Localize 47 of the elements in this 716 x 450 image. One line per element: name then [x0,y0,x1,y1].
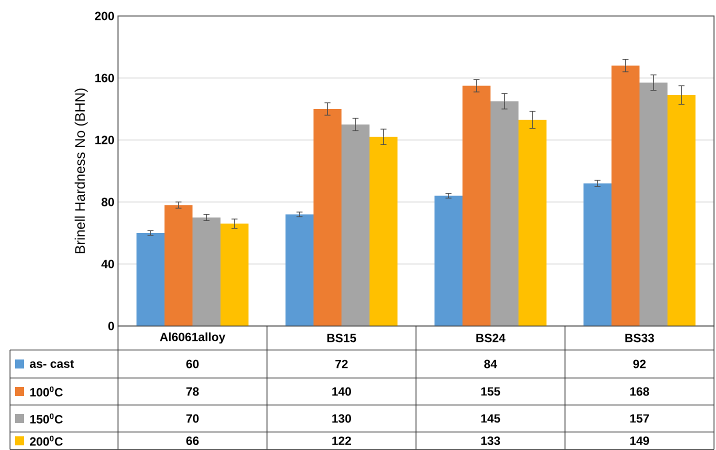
y-tick-label: 80 [102,198,114,206]
legend-label: 200$^{0}$C [30,436,63,446]
bar [314,108,342,326]
data-label: 140 [332,387,351,396]
y-tick-label: 120 [95,136,114,144]
bar [518,120,547,326]
bar [640,82,668,326]
data-label: 168 [630,387,650,396]
bar [342,124,370,326]
data-label: 157 [630,414,649,423]
data-label: 66 [186,436,199,445]
data-label: 92 [633,360,646,368]
y-tick-label: 40 [101,260,114,268]
data-label: 133 [481,436,500,445]
bar [434,196,463,326]
bar [668,95,696,326]
x-tick-label: BS15 [327,334,356,342]
bar [490,101,519,326]
data-label: 145 [481,414,500,423]
legend-label: 100$^{0}$C [30,386,63,396]
y-axis-title: Brinell Hardness No (BHN) [74,88,88,254]
data-label: 78 [186,387,199,396]
bar [612,66,640,326]
data-label: 155 [481,387,500,396]
data-label: 84 [484,360,498,368]
bar [164,205,193,326]
data-label: 72 [335,360,348,368]
bar [220,224,249,326]
bar [584,183,612,326]
bar [192,217,221,326]
legend-label: as- cast [30,360,74,368]
y-tick-label: 0 [108,322,114,330]
y-tick-label: 200 [94,12,114,20]
data-label: 60 [186,360,199,368]
bar [462,86,491,326]
x-tick-label: BS24 [476,334,506,342]
data-label: 149 [630,436,650,445]
data-label: 122 [332,436,351,445]
bar [370,136,398,326]
legend-label: 150$^{0}$C [30,413,63,424]
data-label: 130 [332,414,351,423]
x-tick-label: Al6061alloy [160,332,226,344]
y-tick-label: 160 [95,74,114,82]
bar [136,232,165,326]
x-tick-label: BS33 [625,334,654,342]
bar [286,214,314,326]
data-label: 70 [186,414,199,423]
